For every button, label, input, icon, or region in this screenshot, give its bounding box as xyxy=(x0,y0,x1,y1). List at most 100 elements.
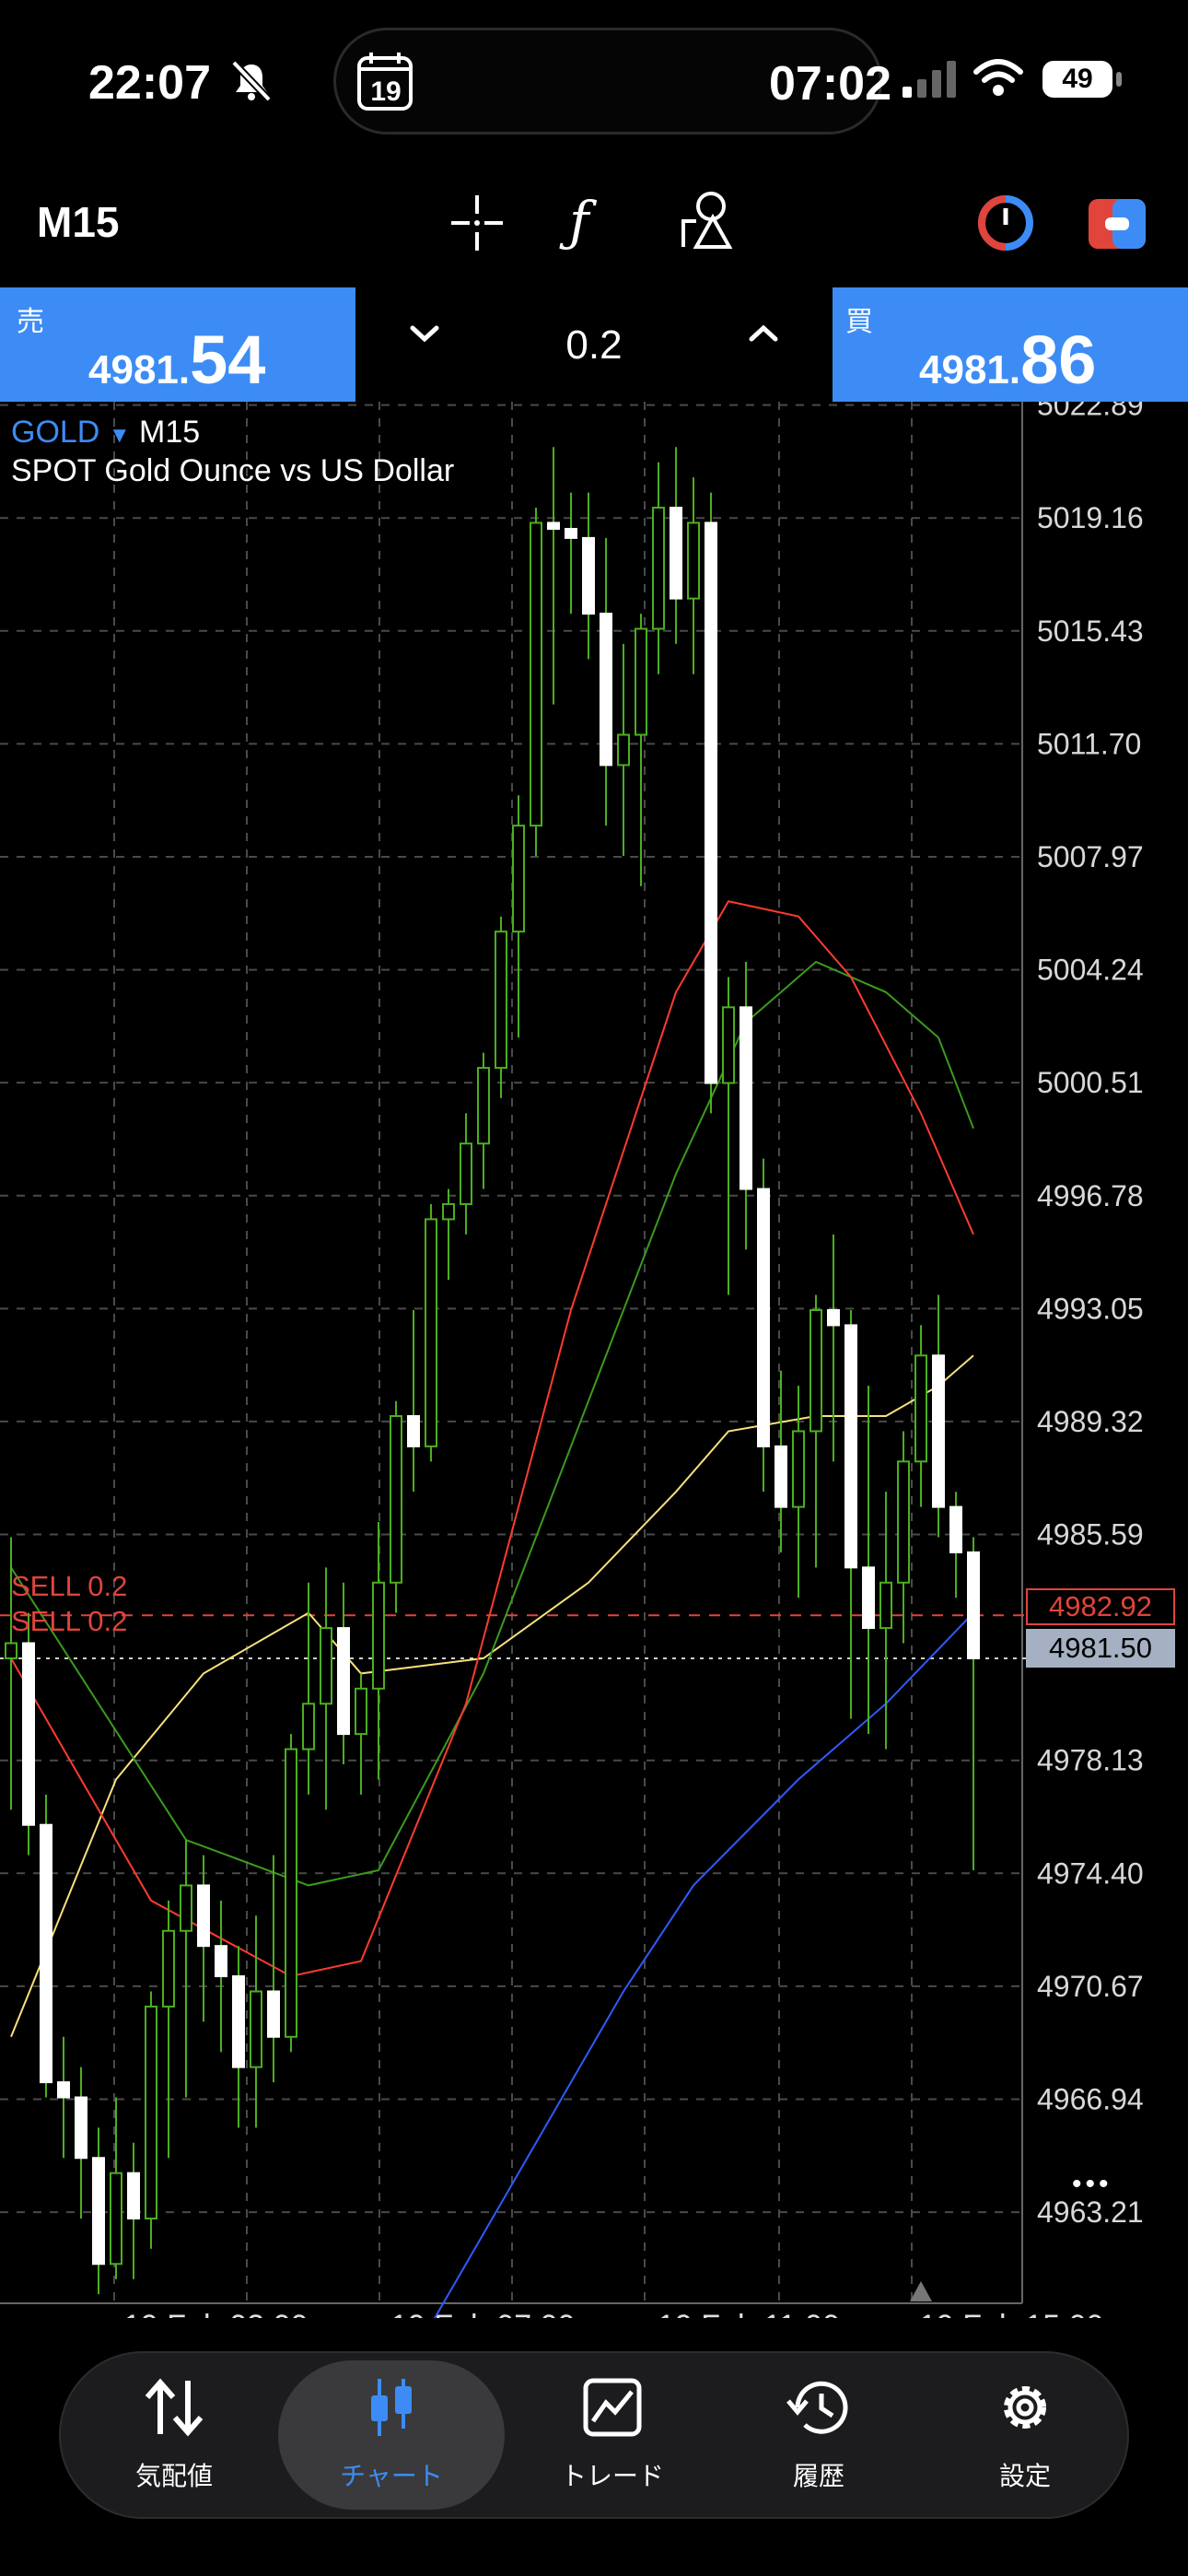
y-tick-label: 4989.32 xyxy=(1037,1405,1144,1438)
candle-body xyxy=(232,1975,245,2068)
candle-body xyxy=(967,1551,980,1659)
candle-body xyxy=(687,521,700,600)
candle-body xyxy=(617,733,630,767)
candle-body xyxy=(949,1505,962,1553)
sell-price: 4981.54 xyxy=(88,321,265,399)
chart-toolbar: M15 ƒ xyxy=(0,166,1188,286)
candle-body xyxy=(705,521,717,1084)
price-chart[interactable]: 5022.89 5019.16 5015.43 5011.70 5007.97 5004.… xyxy=(0,389,1188,2356)
candle-body xyxy=(425,1218,437,1447)
chart-icon xyxy=(368,2377,414,2442)
candle-body xyxy=(879,1581,892,1630)
lot-value[interactable]: 0.2 xyxy=(565,322,623,368)
order-price-tag: 4982.92 xyxy=(1026,1588,1175,1625)
buy-price: 4981.86 xyxy=(919,321,1096,399)
candle-body xyxy=(932,1354,945,1508)
nav-chart[interactable]: チャート xyxy=(278,2353,505,2517)
sell-button[interactable]: 売 4981.54 xyxy=(0,287,355,402)
bell-muted-icon xyxy=(230,59,273,108)
candle-body xyxy=(652,507,665,630)
nav-label: 履歴 xyxy=(792,2462,844,2490)
candle-body xyxy=(512,825,525,933)
y-tick-label: 5022.89 xyxy=(1037,402,1144,422)
y-tick-label: 4978.13 xyxy=(1037,1744,1144,1777)
ma-line-yellow xyxy=(10,1354,974,2038)
y-tick-label: 5004.24 xyxy=(1037,954,1144,987)
dynamic-island: 19 07:02 xyxy=(333,28,891,135)
one-click-trading-icon[interactable] xyxy=(976,193,1035,257)
calendar-icon xyxy=(356,51,413,116)
candle-body xyxy=(355,1687,367,1736)
candle-body xyxy=(390,1415,402,1584)
island-time: 07:02 xyxy=(769,57,891,111)
battery-indicator: 49 xyxy=(1042,61,1112,98)
more-options-button[interactable]: ••• xyxy=(1072,2169,1112,2199)
chart-shift-marker xyxy=(910,2281,932,2301)
nav-settings[interactable]: 設定 xyxy=(928,2353,1122,2517)
candle-body xyxy=(215,1945,227,1978)
wifi-icon xyxy=(973,57,1024,102)
order-label-1[interactable]: SELL 0.2 xyxy=(11,1570,128,1602)
candle-body xyxy=(337,1627,350,1736)
trade-icon xyxy=(582,2377,643,2442)
indicators-icon[interactable]: ƒ xyxy=(569,190,589,252)
candle-body xyxy=(320,1627,332,1705)
signal-icon xyxy=(903,61,958,102)
account-icon[interactable] xyxy=(1089,199,1146,253)
candle-body xyxy=(809,1308,822,1433)
symbol-dropdown-icon[interactable]: ▼ xyxy=(108,423,131,448)
candle-body xyxy=(582,536,595,615)
y-tick-label: 5007.97 xyxy=(1037,840,1144,873)
y-tick-label: 4974.40 xyxy=(1037,1856,1144,1890)
candle-body xyxy=(565,528,577,539)
candle-body xyxy=(407,1415,420,1447)
candle-body xyxy=(145,2005,157,2219)
candle-body xyxy=(372,1581,385,1690)
nav-trade[interactable]: トレード xyxy=(516,2353,709,2517)
history-icon xyxy=(786,2377,851,2442)
objects-icon[interactable] xyxy=(680,190,737,255)
ma-line-green xyxy=(10,960,974,1887)
y-tick-label: 4993.05 xyxy=(1037,1292,1144,1325)
timeframe-selector[interactable]: M15 xyxy=(37,198,120,246)
nav-history[interactable]: 履歴 xyxy=(722,2353,915,2517)
candle-body xyxy=(670,507,682,600)
candle-body xyxy=(57,2081,70,2099)
symbol-name[interactable]: GOLD xyxy=(11,415,100,450)
candle-body xyxy=(914,1354,927,1463)
candle-body xyxy=(40,1823,52,2084)
nav-active-bg xyxy=(278,2360,505,2510)
candle-body xyxy=(740,1006,752,1190)
settings-icon xyxy=(995,2377,1055,2442)
y-tick-label: 5011.70 xyxy=(1037,727,1141,760)
battery-cap xyxy=(1116,72,1122,87)
candle-body xyxy=(127,2172,140,2219)
candle-body xyxy=(844,1324,857,1569)
candle-body xyxy=(722,1006,735,1084)
nav-label: チャート xyxy=(340,2462,443,2490)
chart-canvas[interactable]: 5022.89 5019.16 5015.43 5011.70 5007.97 5004.… xyxy=(0,389,1188,2356)
candle-body xyxy=(250,1990,262,2068)
sell-label: 売 xyxy=(17,307,44,337)
increase-lot-icon[interactable] xyxy=(748,322,779,349)
candle-body xyxy=(600,613,612,767)
y-tick-label: 4970.67 xyxy=(1037,1970,1144,2003)
candle-body xyxy=(302,1703,315,1751)
y-tick-label: 4996.78 xyxy=(1037,1179,1144,1212)
quotes-icon xyxy=(142,2377,206,2442)
symbol-description: SPOT Gold Ounce vs US Dollar xyxy=(11,453,455,488)
candle-body xyxy=(75,2096,87,2160)
candle-body xyxy=(110,2172,122,2266)
decrease-lot-icon[interactable] xyxy=(409,322,440,349)
x-tick-label: 19 Feb 03:00 xyxy=(123,2309,308,2318)
buy-price-small: 4981. xyxy=(919,347,1021,392)
crosshair-icon[interactable] xyxy=(449,193,505,257)
buy-button[interactable]: 買 4981.86 xyxy=(833,287,1188,402)
candle-body xyxy=(775,1445,787,1508)
candle-body xyxy=(635,627,647,736)
current-price-tag: 4981.50 xyxy=(1026,1629,1175,1668)
x-tick-label: 19 Feb 15:00 xyxy=(919,2309,1103,2318)
nav-quotes[interactable]: 気配値 xyxy=(77,2353,271,2517)
candle-body xyxy=(460,1142,472,1205)
order-label-2[interactable]: SELL 0.2 xyxy=(11,1605,128,1637)
